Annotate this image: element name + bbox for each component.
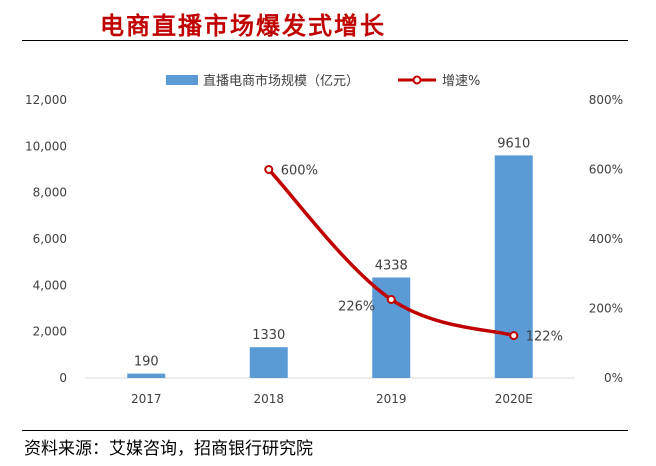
growth-point bbox=[264, 165, 274, 174]
bar bbox=[127, 373, 166, 378]
y-left-tick-label: 6,000 bbox=[33, 232, 67, 246]
bar-series: 190 1330 4338 9610 bbox=[127, 136, 533, 378]
bar-value-label: 1330 bbox=[252, 328, 285, 343]
bar-value-label: 190 bbox=[134, 355, 159, 370]
line-series: 600% 226% 122% bbox=[264, 164, 563, 345]
chart-axes: 0 2,000 4,000 6,000 8,000 10,000 12,000 0% 200% 4… bbox=[25, 93, 623, 406]
legend-bar-label: 直播电商市场规模（亿元） bbox=[203, 73, 359, 89]
y-left-tick-label: 10,000 bbox=[25, 139, 67, 153]
growth-value-label: 600% bbox=[281, 164, 318, 179]
title-divider bbox=[22, 40, 628, 41]
x-tick-label: 2017 bbox=[131, 392, 162, 406]
source-note: 资料来源：艾媒咨询，招商银行研究院 bbox=[24, 439, 313, 459]
y-right-tick-label: 600% bbox=[589, 163, 623, 177]
bar bbox=[372, 277, 411, 378]
x-tick-label: 2018 bbox=[253, 392, 284, 406]
growth-point bbox=[386, 294, 396, 304]
bar bbox=[249, 347, 288, 378]
y-left-tick-label: 8,000 bbox=[33, 186, 67, 200]
bar-value-label: 4338 bbox=[375, 259, 408, 274]
x-tick-label: 2020E bbox=[495, 392, 533, 406]
y-right-tick-label: 0% bbox=[604, 371, 623, 385]
y-right-tick-label: 800% bbox=[589, 93, 623, 107]
legend-line-marker bbox=[412, 75, 422, 85]
y-left-tick-label: 2,000 bbox=[33, 325, 67, 339]
source-divider bbox=[22, 430, 628, 431]
y-left-tick-label: 0 bbox=[59, 371, 67, 385]
y-left-tick-label: 12,000 bbox=[25, 93, 67, 107]
growth-value-label: 122% bbox=[526, 330, 563, 345]
legend-bar-swatch bbox=[166, 75, 198, 85]
growth-point bbox=[509, 331, 519, 341]
bar bbox=[494, 155, 533, 378]
growth-value-label: 226% bbox=[338, 299, 375, 314]
chart-legend: 直播电商市场规模（亿元） 增速% bbox=[166, 73, 480, 89]
y-right-tick-label: 400% bbox=[589, 232, 623, 246]
y-left-tick-label: 4,000 bbox=[33, 278, 67, 292]
legend-line-label: 增速% bbox=[442, 74, 480, 89]
page-title: 电商直播市场爆发式增长 bbox=[100, 11, 386, 40]
bar-value-label: 9610 bbox=[497, 136, 530, 151]
x-tick-label: 2019 bbox=[376, 392, 407, 406]
combo-chart: 直播电商市场规模（亿元） 增速% 0 2,000 4,000 6,000 8,000 10… bbox=[25, 73, 623, 406]
y-right-tick-label: 200% bbox=[589, 302, 623, 316]
